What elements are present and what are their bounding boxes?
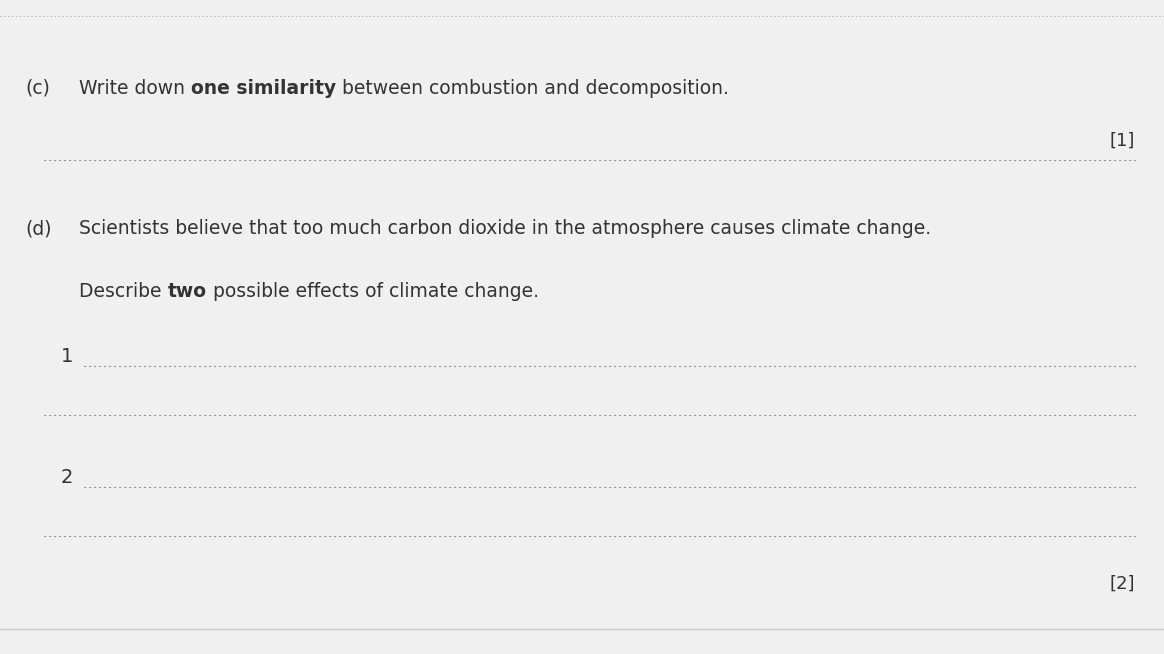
Text: one similarity: one similarity bbox=[191, 78, 336, 98]
Text: Describe: Describe bbox=[79, 281, 168, 301]
Text: 1: 1 bbox=[61, 347, 73, 366]
Text: two: two bbox=[168, 281, 207, 301]
Text: (c): (c) bbox=[26, 78, 50, 98]
Text: Write down: Write down bbox=[79, 78, 191, 98]
Text: between combustion and decomposition.: between combustion and decomposition. bbox=[336, 78, 729, 98]
Text: 2: 2 bbox=[61, 468, 73, 487]
Text: [2]: [2] bbox=[1109, 574, 1135, 593]
Text: possible effects of climate change.: possible effects of climate change. bbox=[207, 281, 539, 301]
Text: [1]: [1] bbox=[1109, 131, 1135, 150]
Text: (d): (d) bbox=[26, 219, 52, 239]
Text: Scientists believe that too much carbon dioxide in the atmosphere causes climate: Scientists believe that too much carbon … bbox=[79, 219, 931, 239]
